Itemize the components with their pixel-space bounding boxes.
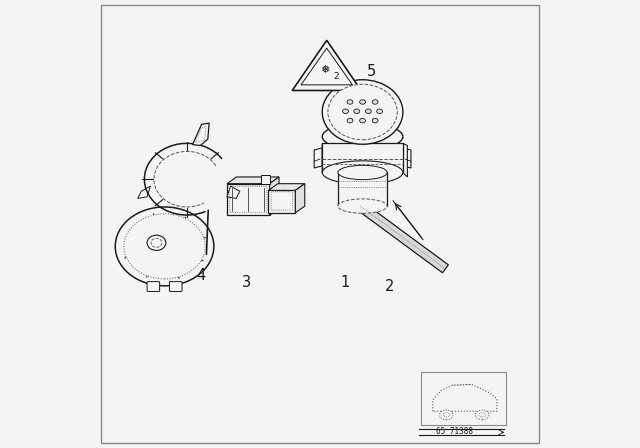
Text: 2: 2 [333,72,339,81]
Ellipse shape [365,109,371,113]
Polygon shape [357,202,449,273]
Text: 2: 2 [385,279,394,294]
Ellipse shape [372,118,378,123]
FancyBboxPatch shape [170,282,182,292]
FancyBboxPatch shape [147,282,159,292]
Text: 3: 3 [241,275,251,290]
Polygon shape [296,184,305,213]
Text: 5: 5 [367,64,376,79]
Ellipse shape [338,199,387,213]
Ellipse shape [360,100,365,104]
Polygon shape [193,123,209,146]
Ellipse shape [323,80,403,144]
Polygon shape [314,148,323,168]
Polygon shape [138,186,150,198]
Ellipse shape [347,100,353,104]
Polygon shape [323,143,403,172]
Ellipse shape [323,123,403,150]
Polygon shape [227,177,279,184]
Ellipse shape [476,410,489,420]
Bar [421,372,506,425]
Polygon shape [323,143,327,177]
Ellipse shape [479,413,485,417]
Ellipse shape [342,109,348,113]
Polygon shape [403,143,407,177]
Polygon shape [227,184,269,215]
Polygon shape [269,177,279,215]
Ellipse shape [323,161,403,184]
Ellipse shape [372,100,378,104]
Ellipse shape [124,214,205,279]
Ellipse shape [328,84,397,140]
Ellipse shape [338,165,387,180]
Ellipse shape [443,413,449,417]
Ellipse shape [347,118,353,123]
Text: 65 71388: 65 71388 [436,427,473,436]
Polygon shape [403,148,411,168]
Ellipse shape [440,410,453,420]
Text: ❅: ❅ [320,65,330,75]
Polygon shape [260,175,269,184]
Ellipse shape [115,207,214,286]
Text: 4: 4 [196,268,206,283]
Ellipse shape [354,109,360,113]
Ellipse shape [360,118,365,123]
Polygon shape [292,40,361,90]
Polygon shape [301,48,353,85]
Ellipse shape [151,238,162,247]
Polygon shape [227,186,240,198]
Ellipse shape [377,109,383,113]
Polygon shape [338,172,387,206]
Polygon shape [269,184,305,190]
Polygon shape [433,384,497,411]
Polygon shape [269,190,296,213]
Ellipse shape [147,235,166,250]
Text: 1: 1 [340,275,349,290]
